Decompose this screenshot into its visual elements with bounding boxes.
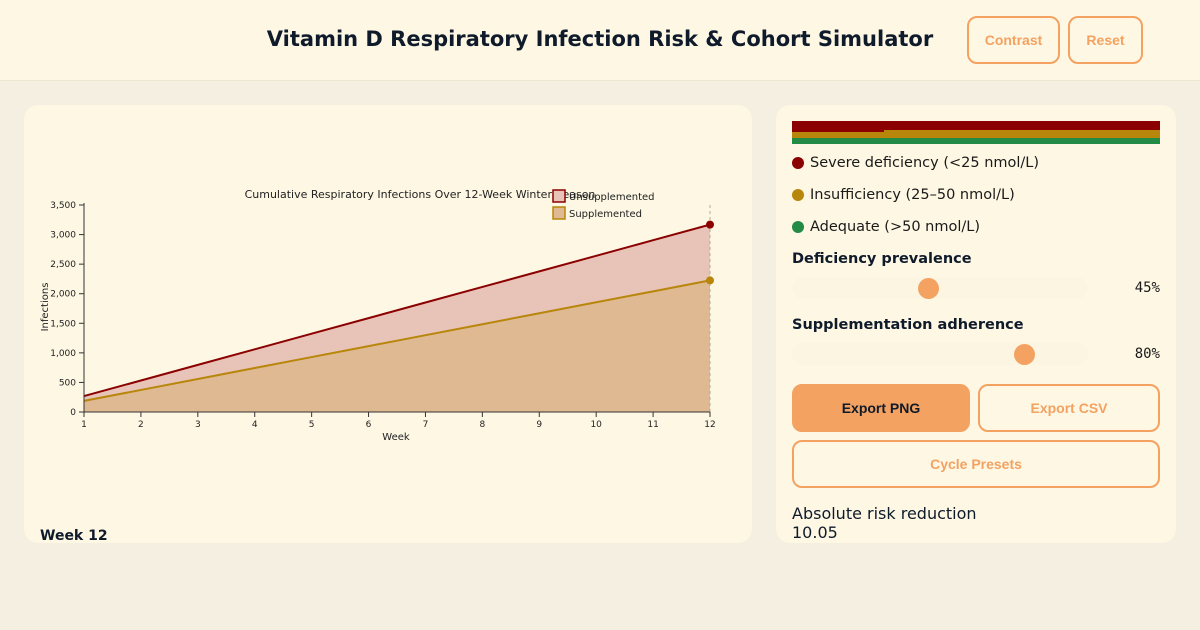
x-tick-label: 11	[647, 420, 658, 430]
severe-dot-icon	[792, 157, 804, 169]
x-axis-label: Week	[382, 432, 410, 443]
y-tick-label: 1,500	[50, 319, 76, 329]
legend-label: Severe deficiency (<25 nmol/L)	[810, 155, 1040, 171]
infection-chart: 1 2 3 4 5 6 7 8 9 10 11 1205001,0001,5002,0002,5003…	[40, 188, 716, 443]
chart-title: Cumulative Respiratory Infections Over 1…	[245, 188, 596, 201]
app-header: Vitamin D Respiratory Infection Risk & C…	[0, 0, 1200, 81]
x-tick-label: 4	[252, 420, 258, 430]
current-week-label: Week 12	[40, 528, 108, 543]
y-tick-label: 2,500	[50, 260, 76, 270]
x-tick-label: 8	[479, 420, 485, 430]
prevalence-slider-thumb[interactable]	[917, 277, 939, 299]
x-tick-label: 6	[366, 420, 372, 430]
legend-item-insufficiency: Insufficiency (25–50 nmol/L)	[792, 185, 1015, 205]
adherence-slider[interactable]	[792, 343, 1088, 365]
x-tick-label: 10	[590, 420, 602, 430]
adherence-label: Supplementation adherence	[792, 317, 1024, 333]
endpoint-supplemented	[706, 276, 714, 285]
y-tick-label: 500	[59, 378, 76, 388]
adequate-dot-icon	[792, 221, 804, 233]
chart-card: 1 2 3 4 5 6 7 8 9 10 11 12 0 500 1,000 1,500 2,000 2,500 3…	[24, 105, 752, 543]
y-tick-label: 2,000	[50, 290, 76, 300]
export-csv-button[interactable]: Export CSV	[978, 384, 1160, 432]
x-tick-label: 7	[423, 420, 429, 430]
adherence-slider-thumb[interactable]	[1014, 343, 1035, 365]
legend-swatch	[552, 189, 566, 203]
insufficiency-bar	[792, 130, 1160, 138]
endpoint-unsupplemented	[706, 220, 714, 229]
line-unsupplemented	[83, 223, 711, 397]
prevalence-slider[interactable]	[792, 277, 1088, 299]
x-tick-label: 1	[81, 420, 87, 430]
x-tick-label: 5	[309, 420, 315, 430]
legend-item-severe: Severe deficiency (<25 nmol/L)	[792, 153, 1039, 173]
legend-label: Unsupplemented	[569, 192, 654, 203]
legend-label: Adequate (>50 nmol/L)	[810, 219, 980, 235]
control-panel: Severe deficiency (<25 nmol/L) Insuffici…	[776, 105, 1176, 543]
x-tick-label: 3	[195, 420, 201, 430]
cycle-presets-button[interactable]: Cycle Presets	[792, 440, 1160, 488]
y-tick-label: 3,000	[50, 231, 76, 241]
prevalence-value: 45%	[1134, 280, 1160, 296]
reset-button[interactable]: Reset	[1068, 16, 1143, 64]
legend-swatch	[552, 206, 566, 220]
x-tick-label: 12	[704, 420, 715, 430]
x-tick-label: 9	[536, 420, 542, 430]
absolute-risk-reduction: Absolute risk reduction 10.05	[792, 504, 977, 542]
y-axis-label: Infections	[40, 283, 51, 332]
adequate-bar	[792, 138, 1160, 144]
legend-item-adequate: Adequate (>50 nmol/L)	[792, 217, 980, 237]
contrast-button[interactable]: Contrast	[967, 16, 1060, 64]
area-supplemented	[84, 280, 710, 412]
legend-label: Insufficiency (25–50 nmol/L)	[810, 187, 1015, 203]
y-tick-label: 0	[70, 408, 76, 418]
prevalence-marker	[792, 130, 884, 132]
severe-deficiency-bar	[792, 121, 1160, 130]
page-title: Vitamin D Respiratory Infection Risk & C…	[266, 27, 934, 51]
insufficiency-dot-icon	[792, 189, 804, 201]
export-png-button[interactable]: Export PNG	[792, 384, 970, 432]
y-tick-label: 1,000	[50, 349, 76, 359]
y-tick-label: 3,500	[50, 201, 76, 211]
line-supplemented	[83, 279, 711, 402]
prevalence-label: Deficiency prevalence	[792, 251, 972, 267]
adherence-value: 80%	[1134, 346, 1160, 362]
legend-label: Supplemented	[569, 209, 642, 220]
x-tick-label: 2	[138, 420, 144, 430]
